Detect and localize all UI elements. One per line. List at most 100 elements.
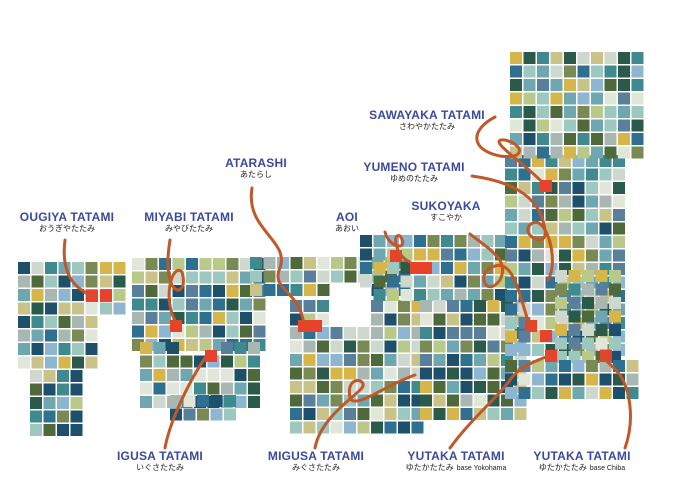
tatami-tile <box>317 300 329 312</box>
tatami-tile <box>344 340 356 353</box>
label-sukoyaka[interactable]: SUKOYAKA すこやか <box>406 199 486 223</box>
tatami-tile <box>398 354 410 366</box>
highlighted-tile <box>205 350 217 362</box>
tatami-tile <box>510 65 522 78</box>
tatami-tile <box>226 298 239 311</box>
tatami-tile <box>414 275 426 288</box>
label-yutaka-yokohama[interactable]: YUTAKA TATAMI ゆたかたたみ base Yokohama <box>398 449 514 473</box>
label-name: ATARASHI <box>225 156 287 170</box>
tatami-tile <box>564 146 576 159</box>
tatami-tile <box>523 146 536 159</box>
tatami-tile <box>100 302 112 315</box>
tatami-tile <box>85 302 98 315</box>
tatami-tile <box>398 340 410 353</box>
tatami-tile <box>357 354 370 366</box>
tatami-tile <box>234 396 247 408</box>
tatami-tile <box>18 316 30 328</box>
tatami-tile <box>545 317 558 329</box>
tatami-tile <box>631 119 644 132</box>
tatami-tile <box>568 297 581 309</box>
tatami-tile <box>199 285 212 297</box>
tatami-tile <box>360 262 372 274</box>
label-yumeno[interactable]: YUMENO TATAMI ゆめのたたみ <box>356 160 472 184</box>
tatami-tile <box>537 65 549 78</box>
tatami-tile <box>199 298 212 311</box>
label-aoi[interactable]: AOI あおい <box>322 210 372 234</box>
label-ougiya[interactable]: OUGIYA TATAMI おうぎやたたみ <box>12 210 122 234</box>
tatami-tile <box>474 381 486 393</box>
tatami-tile <box>474 367 486 380</box>
label-miyabi[interactable]: MIYABI TATAMI みやびたたみ <box>134 210 244 234</box>
tatami-tile <box>523 79 536 91</box>
highlighted-tile <box>540 180 552 192</box>
label-atarashi[interactable]: ATARASHI あたらし <box>216 156 296 180</box>
tatami-tile <box>344 421 356 434</box>
tatami-tile <box>577 146 590 159</box>
tatami-tile <box>290 367 302 380</box>
tatami-tile <box>559 168 571 181</box>
tatami-tile <box>145 312 158 324</box>
tatami-tile <box>577 119 590 132</box>
tatami-tile <box>263 284 276 296</box>
tatami-tile <box>595 297 608 309</box>
tatami-tile <box>495 235 507 247</box>
tatami-tile <box>186 312 198 324</box>
tatami-tile <box>427 275 440 288</box>
tatami-tile <box>599 209 612 221</box>
highlighted-tile <box>540 330 552 342</box>
tatami-tile <box>330 421 343 434</box>
tatami-tile <box>303 408 316 420</box>
tatami-tile <box>331 257 343 269</box>
label-yutaka-chiba[interactable]: YUTAKA TATAMI ゆたかたたみ base Chiba <box>524 449 640 473</box>
tatami-tile <box>613 195 625 208</box>
tatami-tile <box>387 262 399 274</box>
tatami-tile <box>159 325 171 338</box>
tatami-tile <box>248 355 260 368</box>
tatami-tile <box>213 271 225 284</box>
label-igusa[interactable]: IGUSA TATAMI いぐさたたみ <box>110 449 210 473</box>
tatami-tile <box>474 327 486 339</box>
tatami-tile <box>303 340 316 353</box>
tatami-tile <box>532 373 544 386</box>
tatami-tile <box>604 92 617 105</box>
tatami-tile <box>510 52 522 64</box>
tatami-tile <box>523 133 536 145</box>
tatami-tile <box>263 270 276 283</box>
label-kana: あたらし <box>240 170 272 180</box>
highlighted-tile <box>100 290 112 302</box>
tatami-tile <box>586 236 598 248</box>
tatami-tile <box>537 133 549 145</box>
tatami-tile <box>30 370 42 382</box>
tatami-tile <box>433 354 446 366</box>
tatami-tile <box>487 300 500 312</box>
tatami-tile <box>468 262 480 274</box>
tatami-tile <box>45 275 57 288</box>
tatami-tile <box>357 408 370 420</box>
tatami-tile <box>153 355 166 368</box>
tatami-tile <box>398 408 410 420</box>
tatami-tile <box>290 354 302 366</box>
tatami-tile <box>518 168 531 181</box>
label-migusa[interactable]: MIGUSA TATAMI みぐさたたみ <box>255 449 377 473</box>
tatami-tile <box>31 289 44 301</box>
tatami-tile <box>31 316 44 328</box>
tatami-tile <box>167 369 179 381</box>
tatami-tile <box>577 65 590 78</box>
tatami-tile <box>72 316 84 328</box>
tatami-tile <box>433 340 446 353</box>
label-sawayaka[interactable]: SAWAYAKA TATAMI さわやかたたみ <box>360 108 494 132</box>
tatami-tile <box>167 355 179 368</box>
label-kana: ゆたかたたみ base Yokohama <box>398 463 514 473</box>
tatami-tile <box>532 290 544 302</box>
tatami-tile <box>30 410 42 423</box>
tatami-tile <box>468 248 480 261</box>
tatami-tile <box>609 283 621 296</box>
tatami-tile <box>447 367 459 380</box>
tatami-tile <box>43 397 56 409</box>
tatami-tile <box>568 283 581 296</box>
tatami-tile <box>221 369 233 381</box>
tatami-tile <box>414 248 426 261</box>
tatami-tile <box>384 367 397 380</box>
tatami-tile <box>532 344 544 356</box>
